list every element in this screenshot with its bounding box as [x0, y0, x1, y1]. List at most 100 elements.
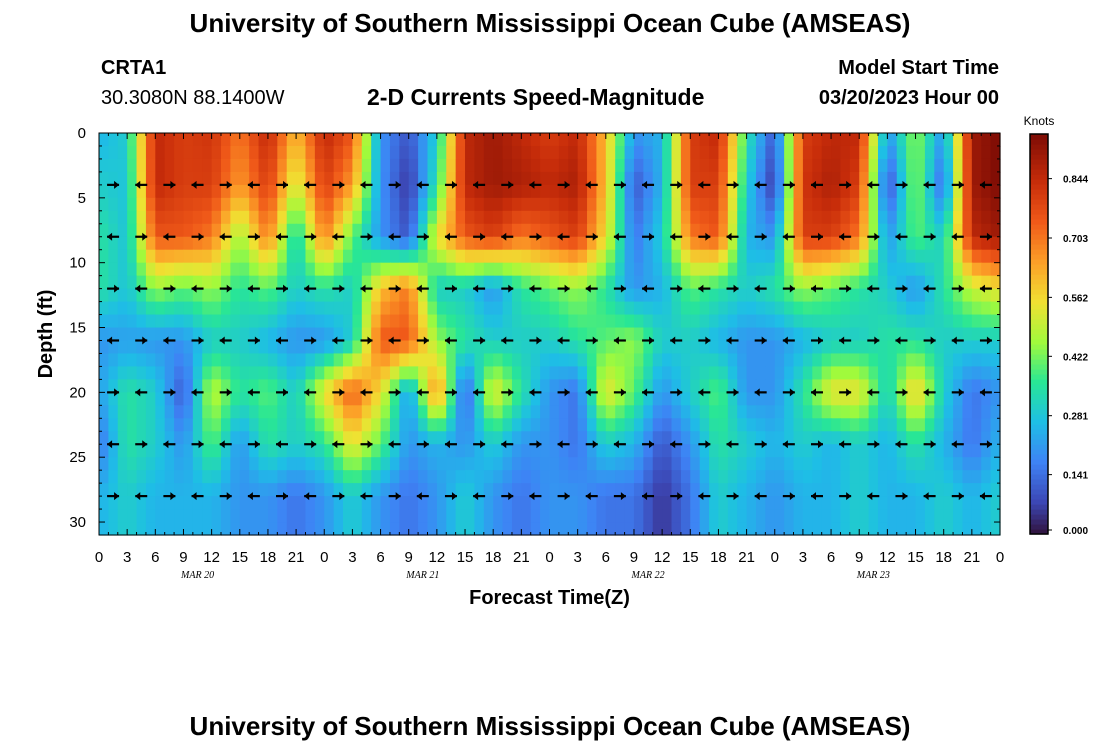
heatmap-cell [840, 197, 851, 212]
heatmap-cell [671, 522, 682, 536]
heatmap-cell [596, 522, 607, 536]
heatmap-cell [662, 392, 673, 406]
heatmap-cell [192, 366, 203, 380]
heatmap-cell [511, 145, 522, 160]
arrow-head [698, 388, 704, 397]
heatmap-cell [380, 418, 391, 432]
heatmap-cell [446, 301, 457, 316]
heatmap-cell [305, 457, 316, 471]
heatmap-cell [136, 496, 147, 510]
heatmap-cell [136, 509, 147, 523]
heatmap-cell [202, 353, 213, 368]
heatmap-cell [267, 197, 278, 212]
heatmap-cell [333, 145, 344, 160]
heatmap-cell [117, 366, 128, 380]
colorbar-band [1030, 484, 1048, 490]
heatmap-cell [802, 210, 813, 225]
heatmap-cell [474, 418, 485, 432]
colorbar-band [1030, 174, 1048, 180]
y-tick-label: 20 [69, 384, 86, 401]
heatmap-cell [624, 496, 635, 510]
heatmap-cell [755, 327, 766, 342]
heatmap-cell [314, 327, 325, 342]
heatmap-cell [859, 405, 870, 419]
heatmap-cell [549, 392, 560, 406]
heatmap-cell [615, 340, 626, 355]
heatmap-cell [202, 379, 213, 393]
heatmap-cell [840, 158, 851, 173]
heatmap-cell [605, 353, 616, 368]
heatmap-cell [296, 197, 307, 212]
colorbar-band [1030, 219, 1048, 225]
heatmap-cell [389, 353, 400, 368]
current-arrow [473, 284, 486, 293]
heatmap-cell [652, 405, 663, 419]
heatmap-cell [465, 405, 476, 419]
heatmap-cell [230, 353, 241, 368]
arrow-head [473, 388, 479, 397]
heatmap-cell [155, 340, 166, 355]
heatmap-cell [896, 405, 907, 419]
heatmap-cell [568, 262, 579, 277]
colorbar-band [1030, 309, 1048, 315]
heatmap-cell [690, 509, 701, 523]
current-arrow [473, 492, 486, 501]
heatmap-cell [530, 379, 541, 393]
heatmap-cell [211, 288, 222, 303]
heatmap-cell [943, 483, 954, 497]
current-arrow [135, 284, 148, 293]
heatmap-cell [812, 392, 823, 406]
heatmap-cell [389, 249, 400, 264]
heatmap-cell [971, 353, 982, 368]
heatmap-cell [418, 262, 429, 277]
heatmap-cell [981, 249, 992, 264]
heatmap-cell [765, 145, 776, 160]
heatmap-cell [230, 133, 241, 147]
current-arrow [810, 388, 823, 397]
heatmap-cell [267, 353, 278, 368]
heatmap-cell [840, 145, 851, 160]
heatmap-cell [605, 405, 616, 419]
current-arrow [979, 336, 992, 345]
heatmap-cell [399, 392, 410, 406]
arrow-head [839, 336, 845, 345]
heatmap-cell [699, 133, 710, 147]
heatmap-cell [474, 496, 485, 510]
heatmap-cell [596, 249, 607, 264]
heatmap-cell [633, 314, 644, 329]
heatmap-cell [164, 418, 175, 432]
heatmap-cell [793, 249, 804, 264]
heatmap-cell [671, 158, 682, 173]
heatmap-cell [117, 171, 128, 186]
heatmap-cell [230, 366, 241, 380]
heatmap-cell [587, 340, 598, 355]
heatmap-cell [465, 145, 476, 160]
heatmap-cell [502, 145, 513, 160]
heatmap-cell [849, 522, 860, 536]
colorbar-band [1030, 474, 1048, 480]
heatmap-cell [455, 366, 466, 380]
heatmap-cell [408, 431, 419, 445]
heatmap-cell [680, 158, 691, 173]
heatmap-cell [737, 418, 748, 432]
heatmap-cell [465, 210, 476, 225]
heatmap-cell [577, 171, 588, 186]
heatmap-cell [399, 340, 410, 355]
heatmap-cell [427, 327, 438, 342]
heatmap-cell [868, 405, 879, 419]
heatmap-cell [296, 301, 307, 316]
heatmap-cell [474, 210, 485, 225]
heatmap-cell [305, 340, 316, 355]
heatmap-cell [699, 249, 710, 264]
colorbar-band [1030, 299, 1048, 305]
heatmap-cell [784, 340, 795, 355]
colorbar-band [1030, 529, 1048, 535]
heatmap-cell [793, 379, 804, 393]
heatmap-cell [906, 184, 917, 199]
heatmap-cell [755, 509, 766, 523]
heatmap-cell [267, 184, 278, 199]
heatmap-cell [662, 197, 673, 212]
heatmap-cell [727, 431, 738, 445]
heatmap-cell [915, 145, 926, 160]
heatmap-cell [174, 184, 185, 199]
